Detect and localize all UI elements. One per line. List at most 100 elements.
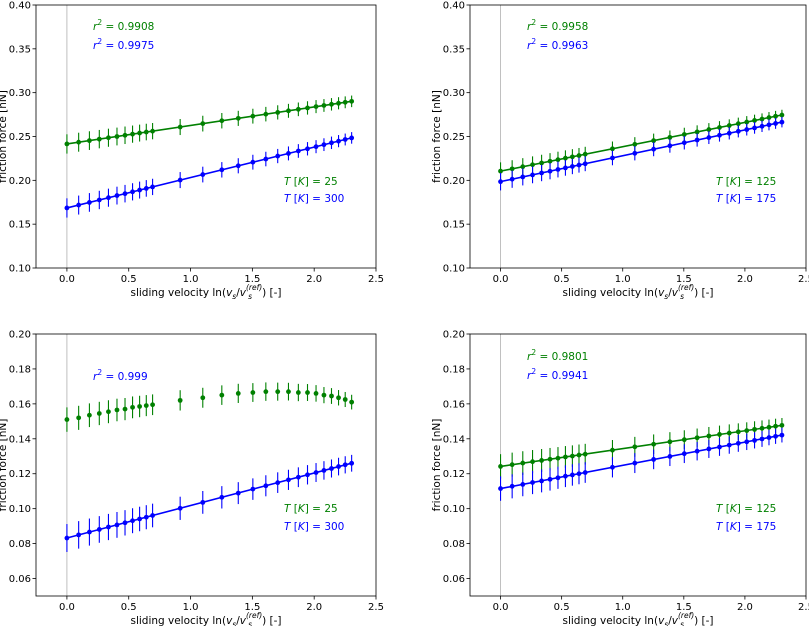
data-point	[726, 430, 732, 436]
data-point	[530, 459, 535, 465]
data-point	[717, 444, 722, 450]
y-tick-label: 0.12	[9, 469, 31, 480]
data-point	[752, 118, 757, 123]
x-tick-label: 2.5	[798, 274, 809, 285]
x-tick-label: 0.0	[493, 602, 509, 613]
data-point	[779, 432, 785, 438]
data-point	[651, 457, 657, 462]
data-point	[563, 165, 568, 171]
y-tick-label: 0.30	[443, 88, 465, 99]
data-point	[610, 155, 615, 161]
data-point	[200, 172, 206, 177]
y-tick-label: 0.25	[9, 132, 31, 143]
data-point	[569, 472, 575, 478]
r-squared-annotation: r2 = 0.999	[93, 368, 148, 383]
data-point	[263, 389, 269, 395]
data-point	[582, 151, 588, 157]
data-point	[766, 122, 772, 128]
fit-line	[500, 434, 783, 490]
data-point	[726, 123, 732, 128]
data-point	[610, 464, 615, 470]
r-squared-annotation: r2 = 0.9963	[527, 37, 588, 52]
x-tick-label: 0.5	[554, 602, 570, 613]
data-point	[509, 462, 515, 468]
data-point	[779, 112, 785, 118]
data-point	[177, 177, 183, 183]
data-point	[150, 402, 155, 408]
data-point	[773, 423, 778, 429]
data-point	[582, 161, 588, 167]
y-tick-label: 0.20	[443, 176, 465, 187]
data-point	[137, 130, 143, 136]
data-point	[555, 167, 561, 172]
data-point	[667, 143, 673, 149]
data-point	[717, 132, 722, 138]
y-tick-label: 0.20	[9, 330, 31, 341]
y-tick-label: 0.30	[9, 88, 31, 99]
data-point	[569, 453, 575, 459]
data-point	[106, 409, 111, 415]
y-tick-label: 0.18	[443, 364, 465, 375]
data-point	[735, 429, 741, 435]
data-point	[143, 403, 149, 409]
data-point	[766, 424, 772, 430]
data-point	[520, 164, 526, 170]
data-point	[667, 454, 673, 459]
panel-3: 0.0 0.5 1.0 1.5 2.0 2.5 0.06 0.08 0.10 0.12 0.14 0.…	[0, 330, 384, 626]
data-point	[321, 468, 327, 473]
data-point	[555, 455, 561, 461]
x-tick-label: 1.0	[183, 602, 199, 613]
data-point	[122, 132, 128, 138]
data-point	[651, 138, 657, 144]
data-point	[342, 137, 348, 142]
data-point	[305, 390, 310, 395]
temperature-label: T [K] = 125	[716, 503, 776, 515]
data-point	[632, 460, 638, 466]
data-point	[114, 407, 120, 413]
data-point	[96, 197, 102, 203]
y-tick-label: 0.15	[9, 220, 31, 231]
data-point	[667, 439, 673, 445]
x-tick-label: 0.0	[59, 274, 75, 285]
series-blue	[64, 132, 355, 218]
data-point	[336, 100, 341, 106]
fit-line	[66, 137, 352, 209]
data-point	[547, 168, 553, 174]
x-tick-label: 2.0	[737, 602, 753, 613]
x-tick-label: 1.5	[676, 274, 692, 285]
data-point	[509, 176, 515, 182]
y-tick-label: 0.12	[443, 469, 465, 480]
data-point	[177, 397, 183, 403]
y-tick-label: 0.40	[9, 1, 31, 12]
series-green	[64, 95, 355, 154]
data-point	[235, 390, 241, 396]
data-point	[530, 480, 535, 485]
data-point	[329, 393, 334, 399]
data-point	[177, 505, 183, 511]
data-point	[219, 118, 225, 124]
x-tick-label: 2.0	[306, 274, 322, 285]
data-point	[530, 172, 535, 178]
y-tick-label: 0.16	[9, 399, 31, 410]
y-tick-label: 0.20	[9, 176, 31, 187]
y-tick-label: 0.14	[443, 434, 465, 445]
data-point	[64, 141, 70, 147]
data-point	[76, 415, 82, 421]
data-point	[498, 168, 503, 174]
data-point	[313, 390, 319, 396]
data-point	[681, 451, 687, 457]
data-point	[114, 193, 120, 198]
data-point	[342, 397, 348, 402]
data-point	[530, 162, 535, 168]
panel-2: 0.0 0.5 1.0 1.5 2.0 2.5 0.10 0.15 0.20 0.25 0.30 0.…	[431, 1, 809, 302]
data-point	[667, 134, 673, 140]
data-point	[305, 146, 310, 152]
x-tick-label: 2.5	[798, 602, 809, 613]
data-point	[773, 113, 778, 119]
data-point	[329, 140, 334, 146]
y-tick-label: 0.35	[443, 44, 465, 55]
y-axis-label: friction force [nN]	[431, 90, 443, 183]
x-axis-label: sliding velocity ln(vs/v(ref) s) [-]	[562, 283, 713, 301]
y-tick-label: 0.08	[443, 539, 465, 550]
data-point	[122, 191, 128, 197]
